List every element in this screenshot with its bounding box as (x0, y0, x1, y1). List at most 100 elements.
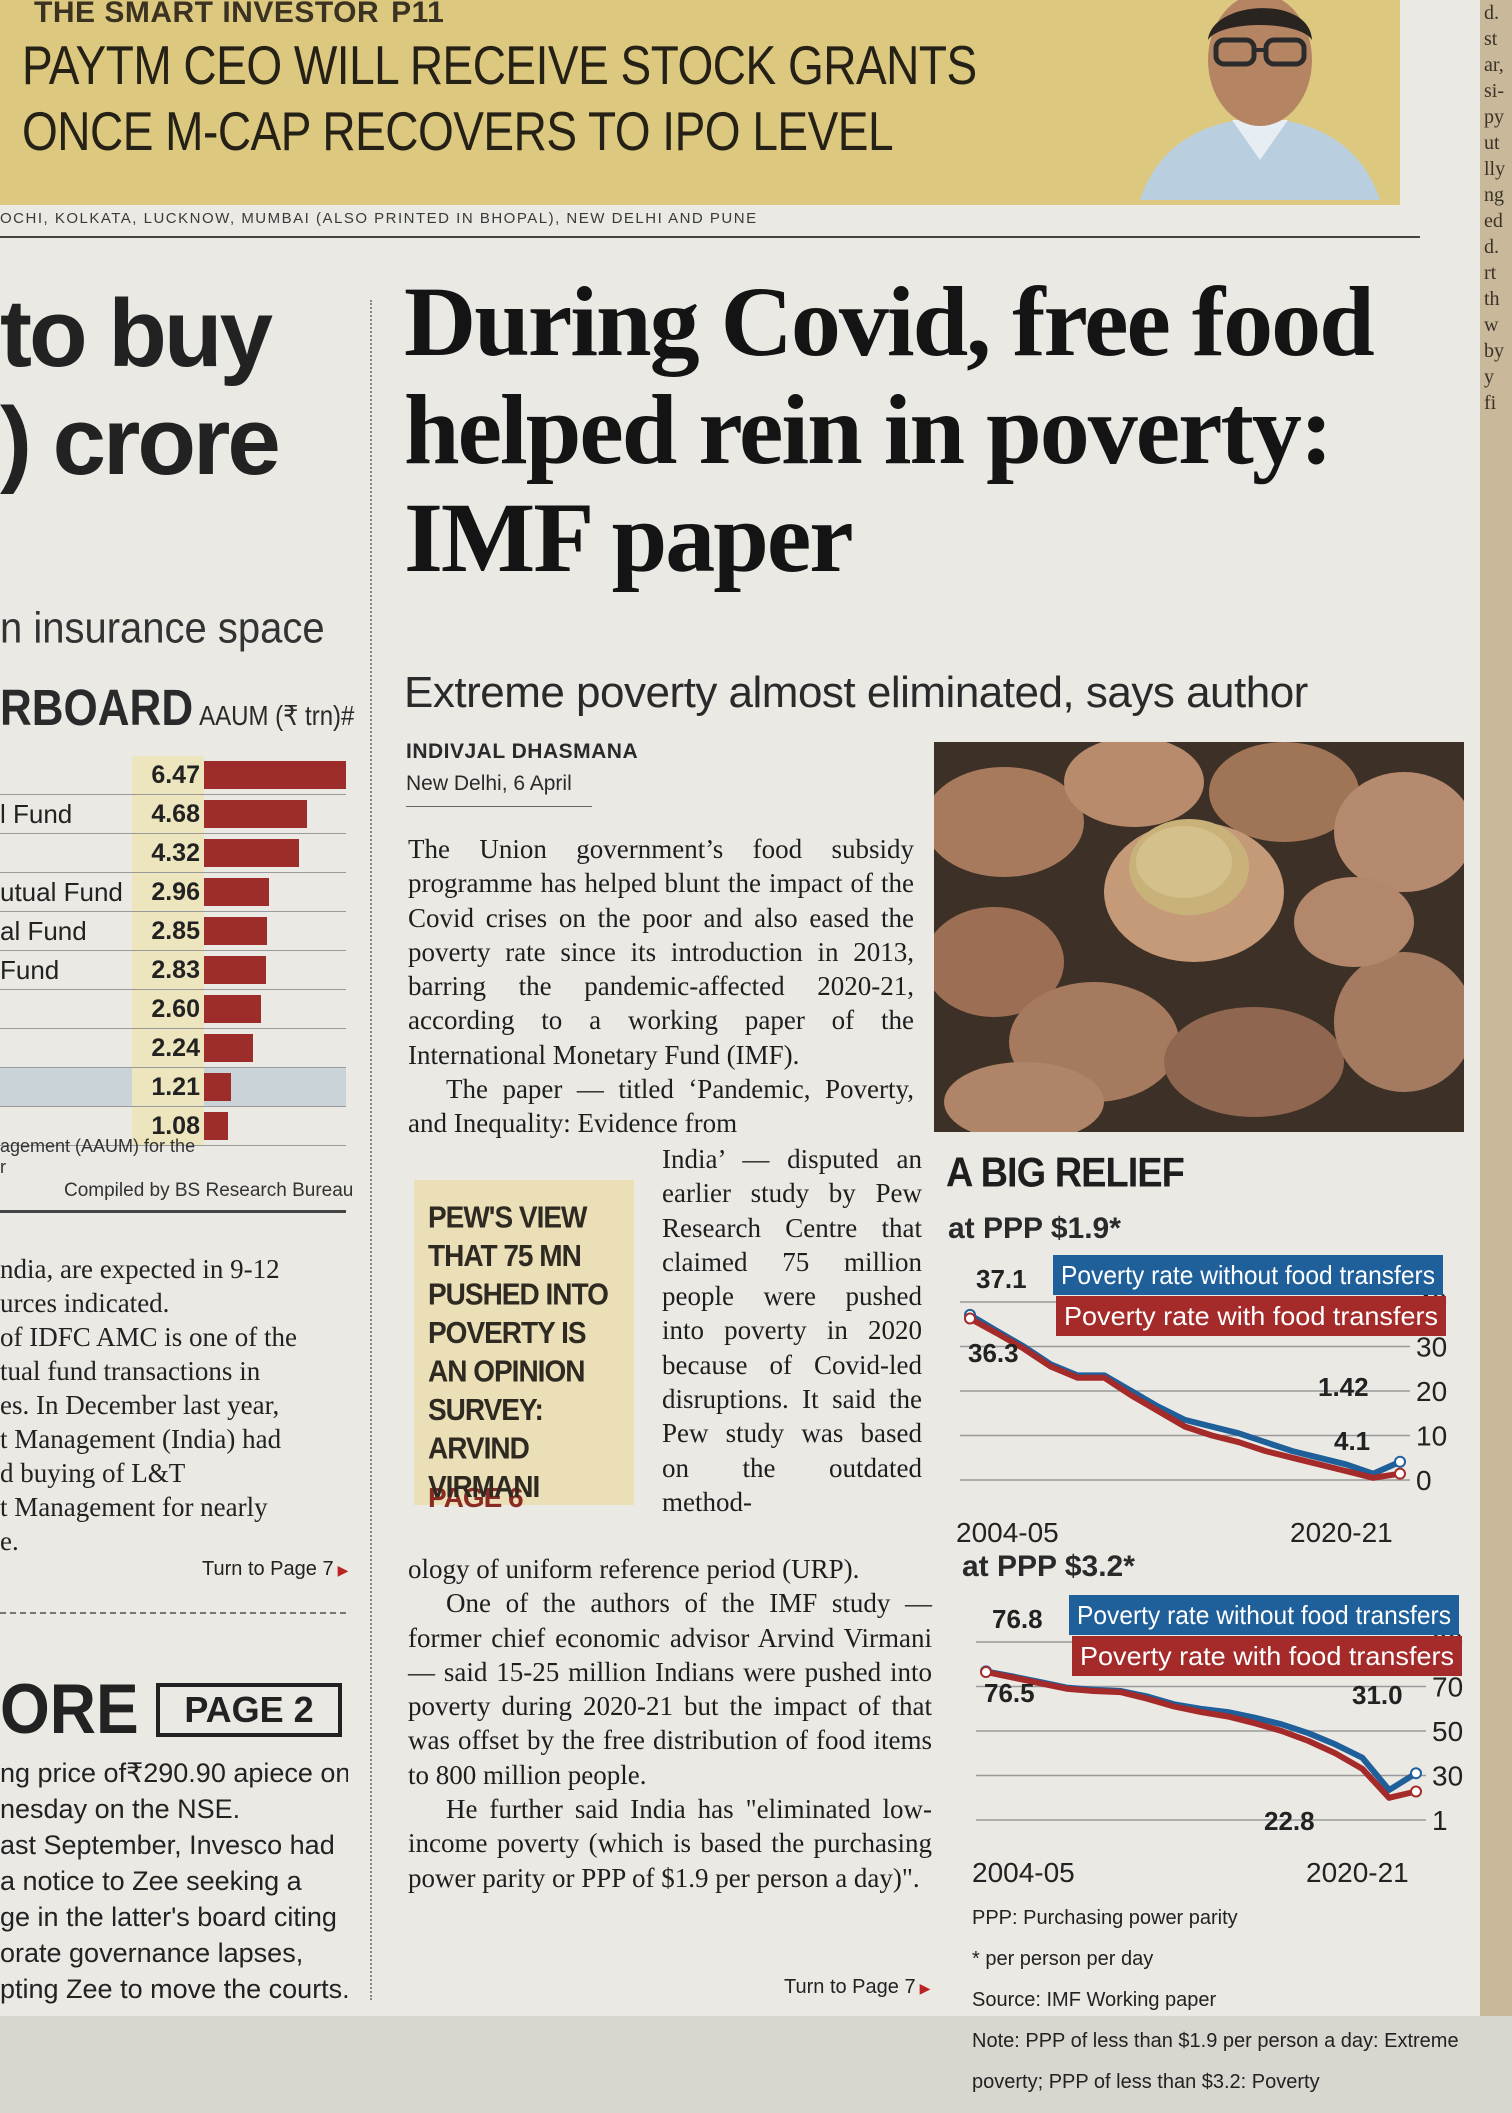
story-narrow-column: India’ — disputed an earlier study by Pe… (662, 1142, 922, 1519)
legend-label: Poverty rate with food transfers (1064, 1301, 1438, 1331)
masthead-rule (0, 236, 1420, 238)
text-line: ng price of₹290.90 apiece on (0, 1758, 348, 1788)
fund-name: utual Fund (0, 877, 123, 907)
text-line: t Management (India) had (0, 1424, 282, 1454)
text-line: PPP: Purchasing power parity (972, 1907, 1238, 1929)
y-tick-label: 20 (1416, 1376, 1447, 1407)
leaderboard-row: al Fund 2.85 (0, 912, 346, 951)
teaser-line-2: ONCE M-CAP RECOVERS TO IPO LEVEL (22, 100, 894, 162)
para-3: One of the authors of the IMF study —for… (408, 1588, 932, 1790)
leaderboard-row: 6.47 (0, 756, 346, 795)
leaderboard-footnote: agement (AAUM) for the r (0, 1136, 195, 1178)
edge-text-fragment: ut (1484, 132, 1500, 154)
chart-1-subtitle: at PPP $1.9* (948, 1212, 1121, 1245)
fund-aaum-value: 4.68 (132, 795, 204, 833)
fund-aaum-value: 2.60 (132, 990, 204, 1028)
teaser-line-1: PAYTM CEO WILL RECEIVE STOCK GRANTS (22, 34, 977, 96)
section-kicker: THE SMART INVESTOR P11 (22, 0, 444, 30)
byline: INDIVJAL DHASMANA (406, 740, 639, 763)
legend-swatch (1072, 1636, 1462, 1676)
hands-grain-photo (934, 742, 1464, 1132)
leaderboard-row: Fund 2.83 (0, 951, 346, 990)
page-2-box[interactable]: PAGE 2 (156, 1683, 342, 1737)
edge-text-fragment: d. (1484, 236, 1499, 258)
fund-aaum-bar (204, 956, 266, 984)
main-turn-label: Turn to Page 7 (784, 1976, 916, 1998)
fund-aaum-value: 6.47 (132, 756, 204, 794)
para-2b: India’ — disputed an earlier study by Pe… (662, 1144, 922, 1517)
series-line-with-transfers (985, 1669, 1417, 1801)
para-4: He further said India has "eliminated lo… (408, 1794, 932, 1893)
fund-name: Fund (0, 955, 60, 985)
chart-title: A BIG RELIEF (946, 1150, 1185, 1197)
pull-quote-page: PAGE 6 (428, 1482, 524, 1513)
y-tick-label: 30 (1416, 1332, 1447, 1363)
series-end-point (1394, 1467, 1406, 1480)
leaderboard-title: RBOARD AAUM (₹ trn)# (0, 680, 354, 738)
text-line: t Management for nearly (0, 1492, 268, 1522)
chart-notes: PPP: Purchasing power parity * per person… (972, 1888, 1472, 2113)
legend-label: Poverty rate with food transfers (1080, 1641, 1454, 1671)
end-label: 4.1 (1334, 1426, 1370, 1456)
pull-quote-box[interactable]: PEW'S VIEW THAT 75 MN PUSHED INTO POVERT… (414, 1180, 634, 1513)
dateline: New Delhi, 6 April (406, 772, 572, 795)
leaderboard-row: 4.32 (0, 834, 346, 873)
main-turn-link[interactable]: Turn to Page 7 ▶ (784, 1976, 930, 1999)
fund-aaum-value: 2.83 (132, 951, 204, 989)
footnote-line-1: agement (AAUM) for the (0, 1136, 196, 1156)
leaderboard-row: l Fund 4.68 (0, 795, 346, 834)
text-line: pting Zee to move the courts. (0, 1974, 348, 2004)
series-end-point (1410, 1785, 1422, 1798)
fund-aaum-bar (204, 917, 267, 945)
text-line: * per person per day (972, 1948, 1154, 1970)
chart-ppp-3-2: 907050301Poverty rate without food trans… (972, 1595, 1463, 1888)
fund-aaum-bar (204, 878, 269, 906)
fund-aaum-bar (204, 761, 346, 789)
text-line: ge in the latter's board citing (0, 1902, 337, 1932)
banner-teaser: PAYTM CEO WILL RECEIVE STOCK GRANTS ONCE… (22, 32, 1142, 164)
left-bottom-headline: ORE (0, 1669, 139, 1749)
fund-aaum-value: 4.32 (132, 834, 204, 872)
left-subhead: n insurance space (0, 604, 325, 653)
edge-text-fragment: by (1484, 340, 1504, 362)
story-paragraph-rest: ology of uniform reference period (URP).… (408, 1552, 932, 1895)
standfirst: Extreme poverty almost eliminated, says … (404, 668, 1308, 717)
leaderboard-row: utual Fund 2.96 (0, 873, 346, 912)
fund-name: al Fund (0, 916, 87, 946)
legend-swatch (1069, 1595, 1459, 1635)
leaderboard-table: 6.47 l Fund 4.68 4.32 utual Fund 2.96 al Fund 2… (0, 756, 346, 1146)
start-label-without: 37.1 (976, 1264, 1027, 1294)
text-line: e. (0, 1526, 19, 1556)
text-line: ndia, are expected in 9-12 (0, 1254, 280, 1284)
fund-aaum-value: 2.85 (132, 912, 204, 950)
legend-label: Poverty rate without food transfers (1061, 1260, 1435, 1290)
arrow-right-icon: ▶ (919, 1980, 931, 1996)
left-bottom-body: ng price of₹290.90 apiece on nesday on th… (0, 1755, 348, 2007)
leaderboard-row: 1.21 (0, 1068, 346, 1107)
leaderboard-row: 1.08 (0, 1107, 346, 1146)
series-start-point (964, 1312, 976, 1325)
para-1: The Union government’s food subsidy prog… (408, 834, 914, 1070)
text-line: d buying of L&T (0, 1458, 186, 1488)
story-paragraph-1: The Union government’s food subsidy prog… (408, 832, 914, 1141)
adjacent-page-edge: d. st ar, si-py ut lly ng ed d. rt th w by y fi (1480, 0, 1512, 2016)
left-headline: to buy ) crore (0, 280, 345, 495)
edge-text-fragment: y (1484, 366, 1494, 388)
x-tick-label: 2004-05 (972, 1857, 1075, 1888)
y-tick-label: 70 (1432, 1672, 1463, 1703)
end-label: 22.8 (1264, 1806, 1315, 1836)
series-end-point (1394, 1455, 1406, 1468)
ceo-portrait (1120, 0, 1400, 200)
series-line-with-transfers (968, 1315, 1401, 1481)
top-banner: THE SMART INVESTOR P11 PAYTM CEO WILL REC… (0, 0, 1400, 205)
y-tick-label: 50 (1432, 1716, 1463, 1747)
text-line: a notice to Zee seeking a (0, 1866, 302, 1896)
leaderboard-unit: AAUM (₹ trn)# (199, 700, 355, 732)
left-turn-label: Turn to Page 7 (202, 1558, 334, 1580)
left-turn-link[interactable]: Turn to Page 7 ▶ (202, 1558, 348, 1581)
left-divider (0, 1612, 346, 1614)
x-tick-label: 2004-05 (956, 1517, 1059, 1548)
fund-aaum-bar (204, 1034, 253, 1062)
text-line: poverty; PPP of less than $3.2: Poverty (972, 2071, 1320, 2093)
fund-aaum-value: 1.08 (132, 1107, 204, 1145)
